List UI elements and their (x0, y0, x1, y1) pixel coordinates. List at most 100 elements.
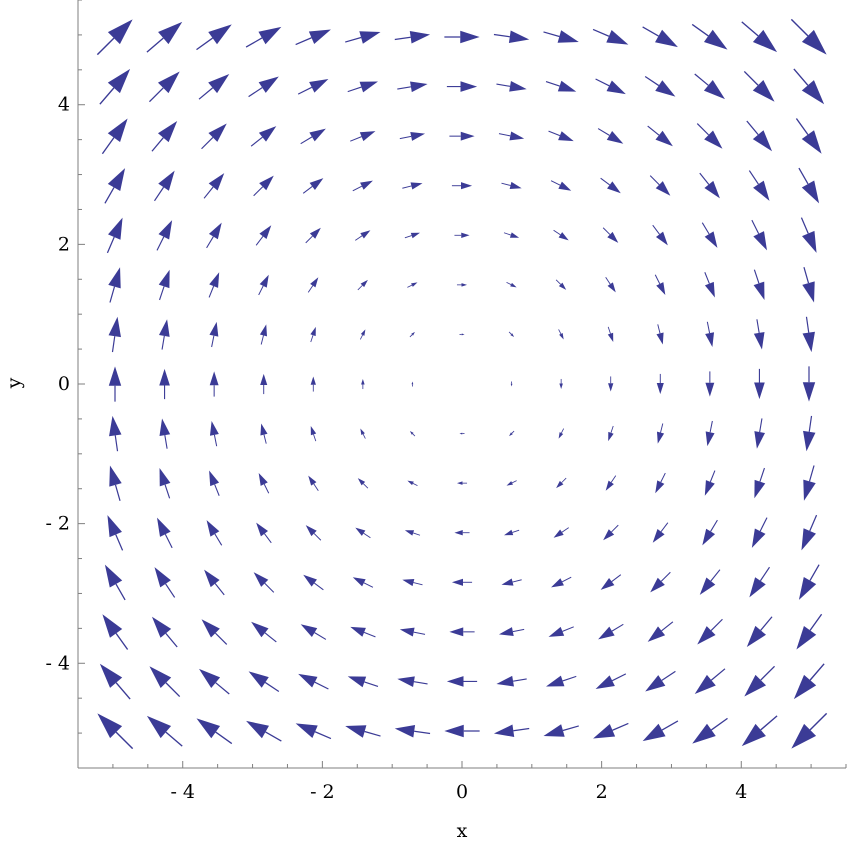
arrow-shaft (115, 731, 134, 750)
arrow-shaft (264, 681, 280, 693)
arrow-head (359, 81, 378, 93)
arrow-head (201, 619, 220, 638)
arrow-head (793, 674, 817, 700)
arrow-shaft (508, 331, 512, 335)
arrow-head (461, 333, 465, 336)
arrow-shaft (156, 236, 165, 251)
arrow-shaft (561, 576, 572, 583)
arrow-shaft (350, 136, 362, 142)
arrow-head (411, 282, 418, 287)
arrow-head (309, 128, 326, 142)
arrow-head (259, 274, 269, 288)
arrow-shaft (164, 533, 173, 549)
arrow-head (741, 723, 766, 747)
arrow-shaft (248, 87, 263, 98)
arrow-shaft (644, 75, 660, 87)
arrow-head (510, 282, 517, 288)
arrow-shaft (305, 235, 313, 244)
arrow-shaft (513, 727, 530, 732)
arrow-shaft (611, 574, 622, 582)
arrow-head (446, 676, 464, 687)
arrow-head (303, 574, 317, 587)
arrow-shaft (657, 324, 661, 334)
arrow-head (444, 724, 464, 738)
x-tick-label: - 4 (170, 781, 195, 803)
arrow-head (360, 428, 365, 435)
arrow-head (655, 480, 665, 494)
arrow-shaft (300, 136, 313, 145)
arrow-head (259, 324, 268, 337)
arrow-shaft (413, 582, 423, 586)
arrow-shaft (548, 130, 561, 137)
arrow-shaft (759, 467, 766, 482)
arrow-head (510, 383, 513, 387)
arrow-shaft (404, 235, 412, 239)
arrow-shaft (164, 434, 168, 449)
arrow-head (751, 528, 766, 548)
arrow-head (692, 723, 716, 744)
arrow-shaft (148, 87, 164, 103)
arrow-head (606, 30, 629, 45)
arrow-head (158, 170, 175, 191)
arrow-head (543, 724, 565, 737)
arrow-head (300, 624, 318, 638)
arrow-head (359, 131, 376, 142)
arrow-shaft (701, 222, 710, 235)
arrow-head (209, 371, 219, 386)
arrow-head (108, 366, 122, 386)
arrow-head (355, 527, 366, 536)
arrow-shaft (706, 321, 711, 334)
arrow-head (704, 180, 720, 199)
arrow-shaft (511, 480, 517, 484)
arrow-shaft (214, 632, 228, 645)
arrow-shaft (363, 582, 374, 588)
arrow-shaft (214, 533, 223, 546)
arrow-shaft (101, 137, 115, 155)
arrow-head (99, 663, 123, 688)
arrow-head (411, 381, 414, 385)
arrow-head (595, 675, 615, 689)
arrow-shaft (114, 484, 121, 501)
arrow-shaft (611, 673, 627, 682)
y-tick-label: 2 (58, 233, 70, 255)
arrow-shaft (313, 582, 324, 591)
arrow-head (608, 383, 614, 392)
arrow-head (796, 625, 817, 650)
arrow-head (705, 382, 715, 397)
arrow-shaft (106, 236, 115, 254)
arrow-head (607, 282, 616, 293)
arrow-head (556, 480, 564, 489)
arrow-head (259, 175, 274, 191)
arrow-head (655, 80, 676, 97)
arrow-head (360, 180, 373, 190)
arrow-head (361, 378, 365, 385)
arrow-shaft (660, 522, 669, 533)
arrow-shaft (359, 334, 363, 340)
arrow-head (558, 282, 567, 290)
arrow-shaft (555, 279, 561, 285)
arrow-head (509, 181, 522, 190)
arrow-head (593, 724, 616, 739)
arrow-shaft (661, 670, 676, 681)
arrow-shaft (800, 217, 809, 234)
arrow-head (752, 130, 773, 152)
arrow-shaft (314, 632, 327, 640)
arrow-head (801, 130, 822, 154)
arrow-shaft (803, 267, 810, 284)
arrow-shaft (746, 120, 759, 136)
arrow-head (407, 480, 414, 486)
arrow-head (309, 79, 329, 93)
arrow-head (309, 227, 321, 239)
arrow-head (451, 578, 464, 586)
arrow-head (97, 713, 123, 739)
arrow-head (656, 431, 665, 444)
arrow-head (557, 80, 577, 92)
arrow-head (360, 329, 366, 336)
x-axis-label: x (457, 820, 468, 842)
arrow-head (506, 481, 513, 486)
arrow-shaft (413, 532, 421, 536)
arrow-head (308, 29, 331, 44)
arrow-shaft (355, 235, 363, 241)
arrow-head (798, 577, 817, 600)
arrow-head (151, 616, 172, 638)
